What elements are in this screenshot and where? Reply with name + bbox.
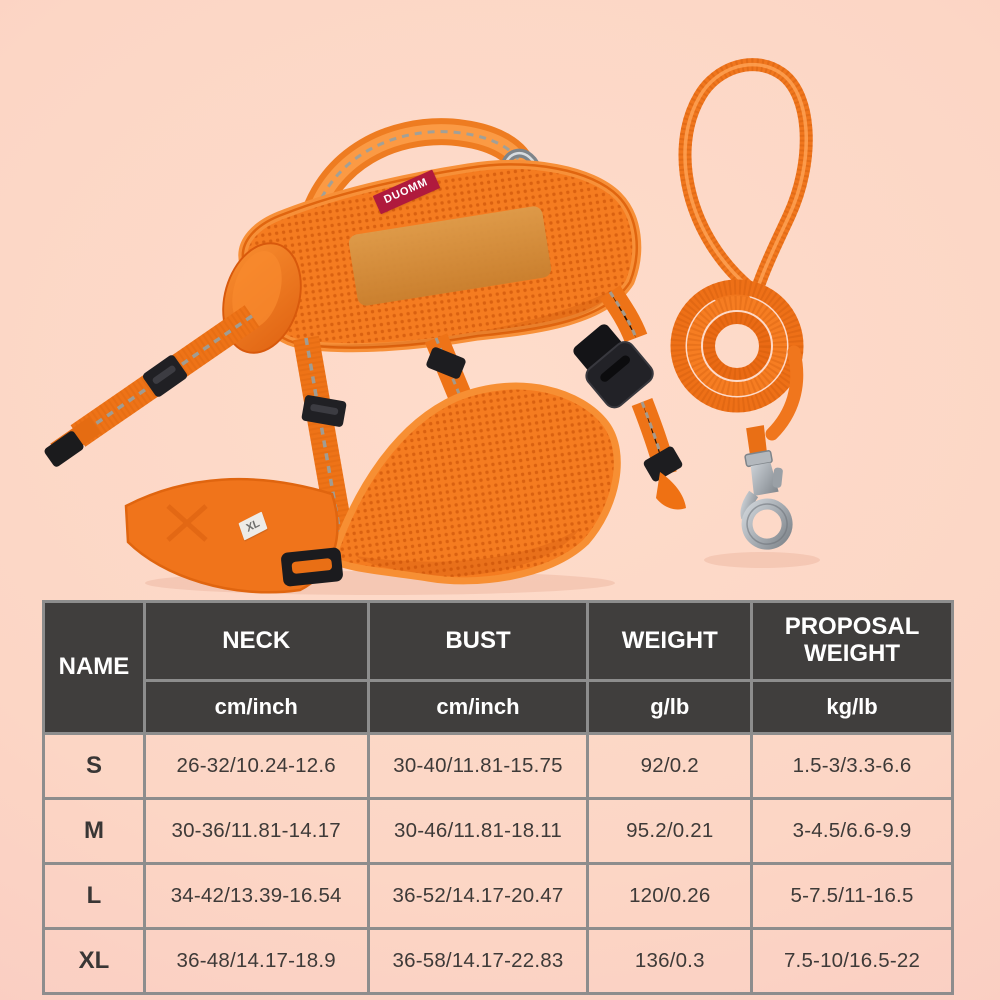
proposal-weight-value: 3-4.5/6.6-9.9 [750,797,954,865]
leash-coil [670,279,804,413]
bust-value: 36-58/14.17-22.83 [366,927,590,995]
neck-value: 26-32/10.24-12.6 [142,732,370,800]
size-name: M [42,797,146,865]
col-header-name: NAME [42,600,146,735]
leash-illustration [670,58,813,550]
proposal-weight-value: 5-7.5/11-16.5 [750,862,954,930]
proposal-weight-value: 7.5-10/16.5-22 [750,927,954,995]
neck-value: 34-42/13.39-16.54 [142,862,370,930]
weight-value: 92/0.2 [586,732,754,800]
proposal-weight-value: 1.5-3/3.3-6.6 [750,732,954,800]
velcro-patch [348,206,552,306]
belly-pad [328,382,621,585]
col-header-neck: NECK [142,600,370,682]
size-row-xl: XL 36-48/14.17-18.9 36-58/14.17-22.83 13… [42,927,954,995]
girth-strap-center [424,333,472,401]
bust-value: 30-46/11.81-18.11 [366,797,590,865]
unit-neck: cm/inch [142,679,370,735]
leash-tail [765,345,804,441]
neck-value: 30-36/11.81-14.17 [142,797,370,865]
neck-strap-left [44,305,260,467]
side-release-buckle [573,324,654,409]
size-name: S [42,732,146,800]
size-row-s: S 26-32/10.24-12.6 30-40/11.81-15.75 92/… [42,732,954,800]
bottom-band [124,477,343,594]
unit-bust: cm/inch [366,679,590,735]
size-chart-table: NAME NECK BUST WEIGHT PROPOSAL WEIGHT cm… [42,600,954,995]
size-row-l: L 34-42/13.39-16.54 36-52/14.17-20.47 12… [42,862,954,930]
weight-value: 95.2/0.21 [586,797,754,865]
size-row-m: M 30-36/11.81-14.17 30-46/11.81-18.11 95… [42,797,954,865]
col-header-weight: WEIGHT [586,600,754,682]
weight-value: 120/0.26 [586,862,754,930]
size-name: L [42,862,146,930]
unit-weight: g/lb [586,679,754,735]
leash-shadow [704,552,820,568]
unit-proposal-weight: kg/lb [750,679,954,735]
size-name: XL [42,927,146,995]
leash-handle-loop [678,58,813,297]
bust-value: 30-40/11.81-15.75 [366,732,590,800]
harness-illustration [44,118,686,594]
bust-value: 36-52/14.17-20.47 [366,862,590,930]
col-header-proposal-weight: PROPOSAL WEIGHT [750,600,954,682]
col-header-bust: BUST [366,600,590,682]
neck-value: 36-48/14.17-18.9 [142,927,370,995]
weight-value: 136/0.3 [586,927,754,995]
buckle-strap-right [573,285,686,510]
snap-hook [740,425,793,550]
